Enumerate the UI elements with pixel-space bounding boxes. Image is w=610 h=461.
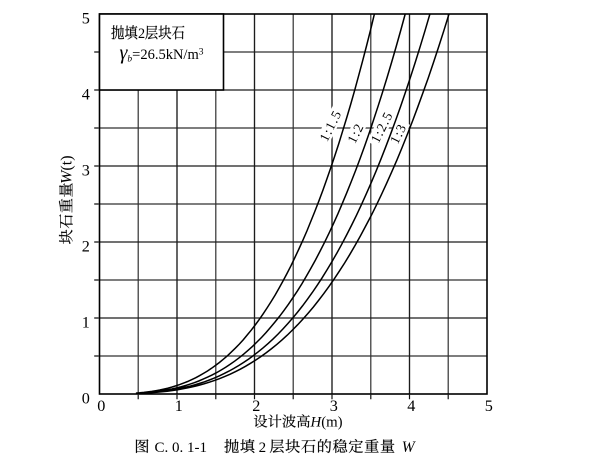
svg-text:4: 4 — [407, 397, 415, 415]
svg-text:2: 2 — [82, 237, 90, 255]
svg-text:5: 5 — [82, 9, 90, 27]
svg-text:0: 0 — [97, 397, 105, 415]
svg-text:4: 4 — [82, 85, 90, 103]
svg-text:C. 0. 1-1: C. 0. 1-1 — [155, 440, 208, 456]
svg-text:5: 5 — [485, 397, 493, 415]
svg-text:2: 2 — [138, 26, 145, 42]
svg-text:2: 2 — [252, 397, 260, 415]
svg-text:0: 0 — [82, 389, 90, 407]
svg-text:1: 1 — [82, 313, 90, 331]
svg-text:3: 3 — [330, 397, 338, 415]
svg-text:3: 3 — [82, 161, 90, 179]
svg-text:W(t): W(t) — [59, 155, 76, 183]
svg-text:1: 1 — [175, 397, 183, 415]
svg-text:W: W — [402, 439, 417, 456]
svg-text:H(m): H(m) — [310, 415, 343, 431]
svg-text:2: 2 — [259, 440, 267, 456]
svg-text:γb=26.5kN/m3: γb=26.5kN/m3 — [120, 42, 204, 64]
